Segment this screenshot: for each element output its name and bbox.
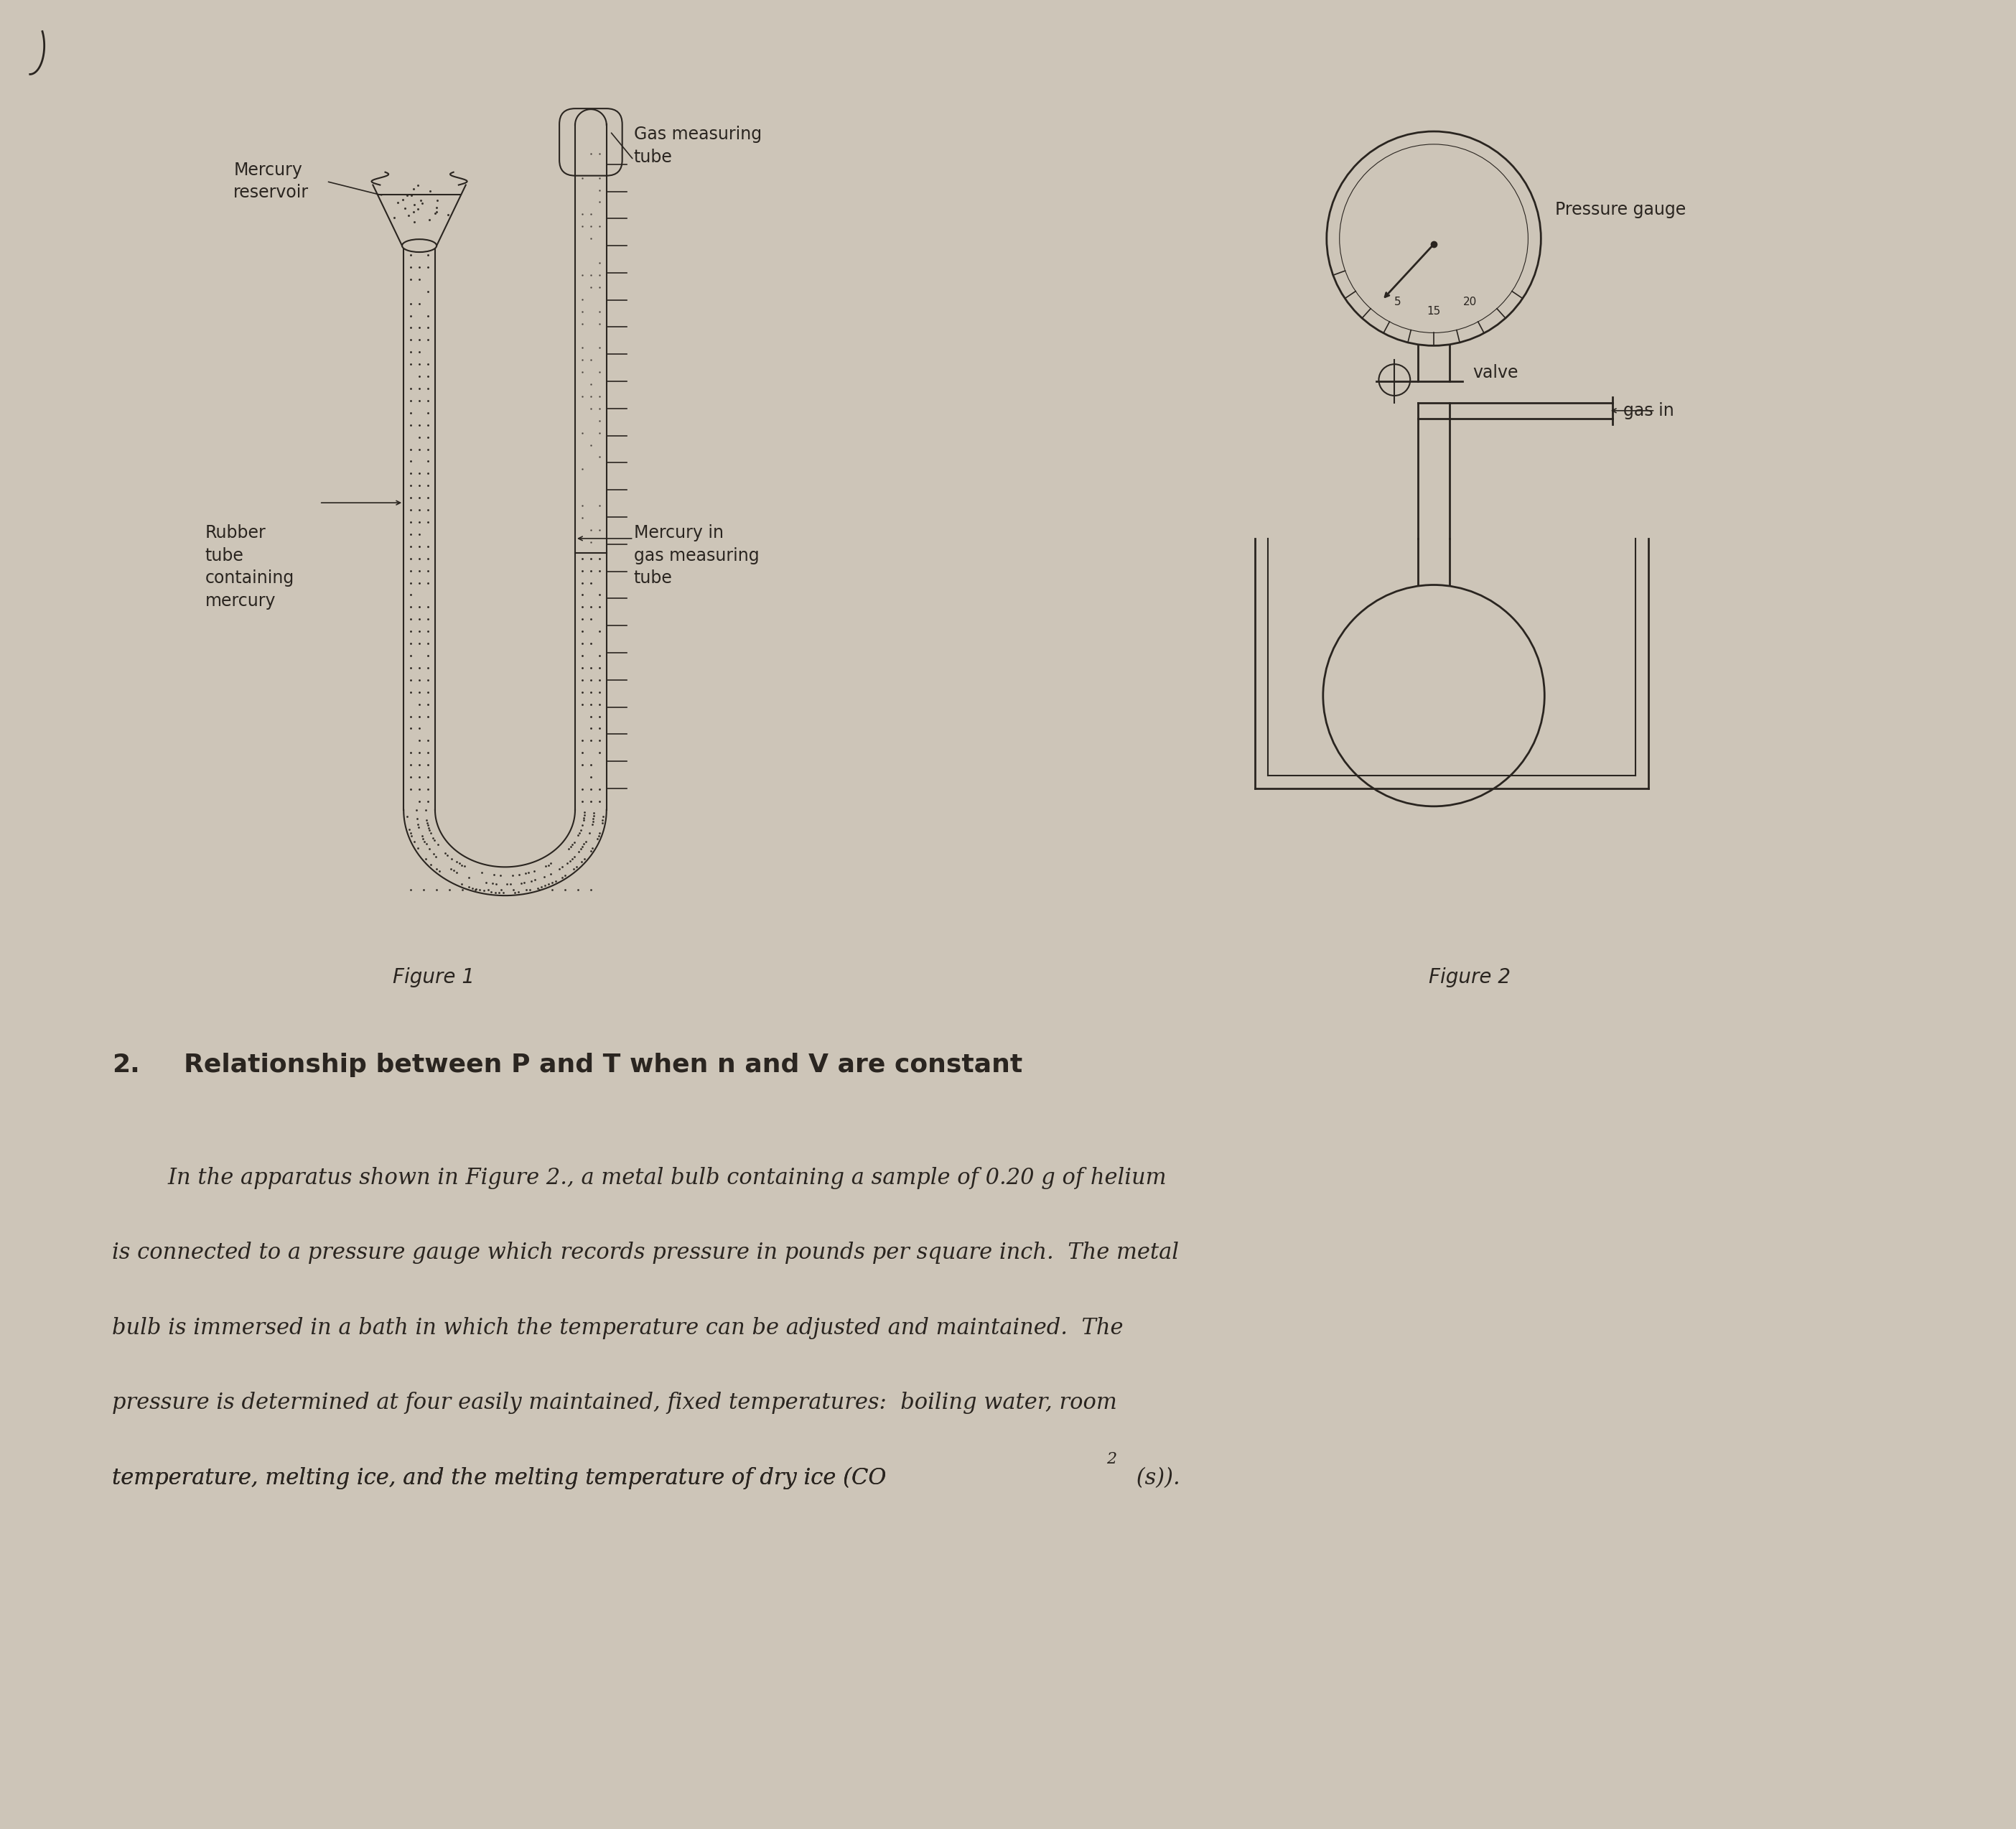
Text: Mercury
reservoir: Mercury reservoir xyxy=(234,161,308,201)
Text: Gas measuring
tube: Gas measuring tube xyxy=(633,126,762,166)
Text: Mercury in
gas measuring
tube: Mercury in gas measuring tube xyxy=(633,525,760,587)
Text: 20: 20 xyxy=(1464,296,1478,307)
Text: is connected to a pressure gauge which records pressure in pounds per square inc: is connected to a pressure gauge which r… xyxy=(113,1242,1179,1264)
Text: valve: valve xyxy=(1474,364,1518,382)
Text: Rubber
tube
containing
mercury: Rubber tube containing mercury xyxy=(206,525,294,609)
Text: Pressure gauge: Pressure gauge xyxy=(1554,201,1685,219)
Text: pressure is determined at four easily maintained, fixed temperatures:  boiling w: pressure is determined at four easily ma… xyxy=(113,1392,1117,1414)
Text: Relationship between P and T when n and V are constant: Relationship between P and T when n and … xyxy=(183,1054,1022,1077)
Text: gas in: gas in xyxy=(1623,402,1673,419)
Text: In the apparatus shown in Figure 2., a metal bulb containing a sample of 0.20 g : In the apparatus shown in Figure 2., a m… xyxy=(113,1167,1167,1189)
Text: temperature, melting ice, and the melting temperature of dry ice (CO: temperature, melting ice, and the meltin… xyxy=(113,1467,887,1489)
Text: temperature, melting ice, and the melting temperature of dry ice (CO: temperature, melting ice, and the meltin… xyxy=(113,1467,887,1489)
Text: Figure 2: Figure 2 xyxy=(1429,968,1510,988)
Text: (s)).: (s)). xyxy=(1129,1467,1179,1489)
Text: 5: 5 xyxy=(1393,296,1401,307)
Text: Figure 1: Figure 1 xyxy=(393,968,474,988)
Text: 2: 2 xyxy=(1107,1450,1117,1467)
Text: 15: 15 xyxy=(1427,305,1441,316)
Text: bulb is immersed in a bath in which the temperature can be adjusted and maintain: bulb is immersed in a bath in which the … xyxy=(113,1317,1123,1339)
Text: 2.: 2. xyxy=(113,1054,139,1077)
